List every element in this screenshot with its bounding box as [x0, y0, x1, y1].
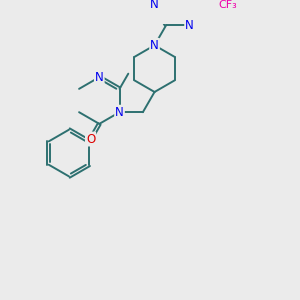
Text: N: N [185, 19, 194, 32]
Text: N: N [150, 0, 159, 11]
Text: N: N [95, 71, 104, 84]
Text: N: N [115, 106, 124, 119]
Text: CF₃: CF₃ [219, 0, 237, 10]
Text: N: N [150, 39, 159, 52]
Text: O: O [86, 133, 95, 146]
